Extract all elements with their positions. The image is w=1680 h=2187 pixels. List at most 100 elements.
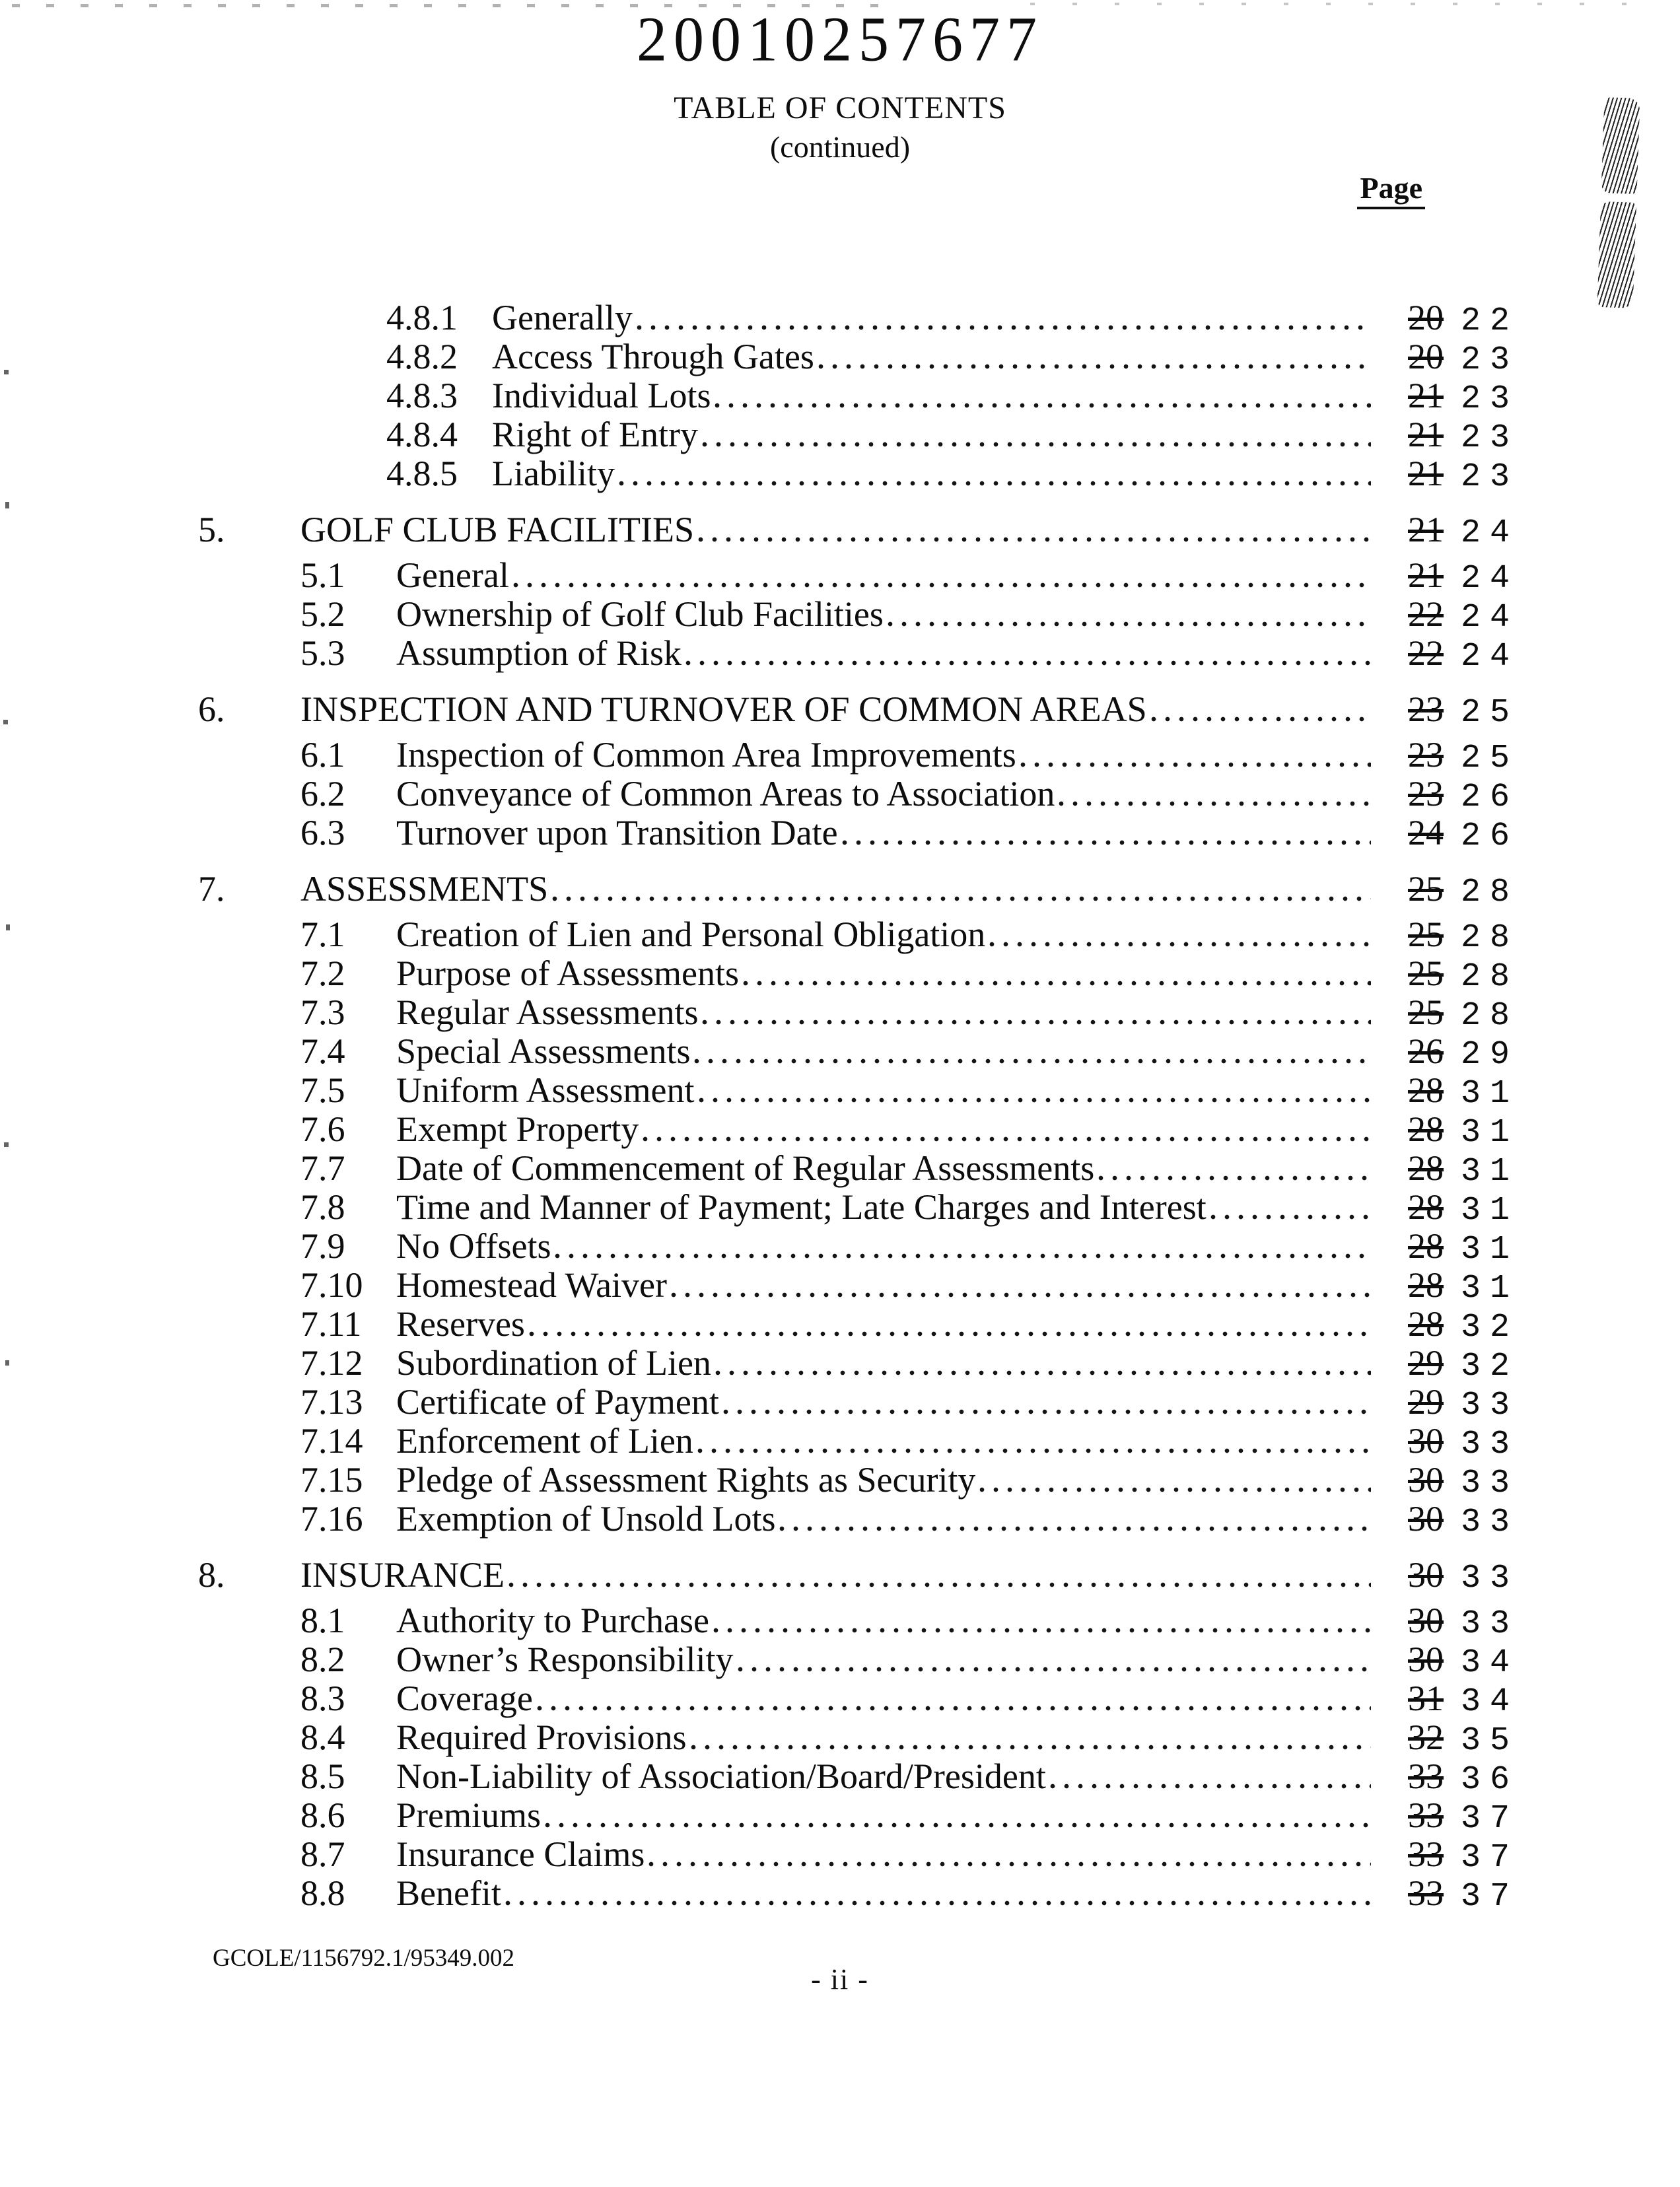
toc-old-page-number: 22 [1408, 594, 1444, 634]
toc-old-page-number: 30 [1408, 1421, 1444, 1461]
toc-entry-title: Ownership of Golf Club Facilities [396, 595, 884, 634]
toc-new-page-number: 28 [1461, 919, 1520, 957]
toc-old-page-number: 33 [1408, 1756, 1444, 1796]
scan-artifact-blob [1597, 201, 1637, 308]
toc-entry-title: Certificate of Payment [396, 1383, 719, 1422]
dot-leader [698, 536, 1371, 543]
toc-entry-title: Reserves [396, 1305, 525, 1344]
toc-entry: 4.8.3 Individual Lots 21 23 [198, 376, 1560, 419]
toc-entry-number: 6. [198, 689, 225, 729]
dot-leader [989, 940, 1371, 948]
toc-entry-title: Pledge of Assessment Rights as Security [396, 1461, 976, 1500]
toc-entry-number: 4.8.5 [386, 454, 458, 493]
toc-entry-title: Authority to Purchase [396, 1601, 709, 1640]
toc-entry-number: 7.16 [300, 1499, 363, 1539]
toc-entry-title: Inspection of Common Area Improvements [396, 736, 1016, 775]
dot-leader [512, 581, 1371, 589]
toc-entry: 7.15 Pledge of Assessment Rights as Secu… [198, 1461, 1560, 1503]
dot-leader [713, 1626, 1371, 1634]
toc-entry-number: 8.6 [300, 1795, 345, 1835]
toc-new-page-number: 31 [1461, 1231, 1520, 1268]
toc-old-page-number: 31 [1408, 1679, 1444, 1718]
toc-old-page-number: 21 [1408, 376, 1444, 415]
toc-old-page-number: 22 [1408, 633, 1444, 673]
toc-entry-title: Premiums [396, 1796, 542, 1835]
toc-old-page-number: 32 [1408, 1718, 1444, 1757]
dot-leader [743, 979, 1371, 987]
toc-entry-title: Exempt Property [396, 1110, 639, 1149]
toc-entry-number: 7.2 [300, 954, 345, 993]
toc-old-page-number: 28 [1408, 1304, 1444, 1344]
toc-entry: 6.1 Inspection of Common Area Improvemen… [198, 736, 1560, 778]
dot-leader [701, 440, 1371, 448]
toc-entry-title: INSURANCE [300, 1556, 505, 1595]
dot-leader [1020, 761, 1371, 769]
toc-new-page-number: 24 [1461, 560, 1520, 598]
toc-entry-title: Owner’s Responsibility [396, 1640, 734, 1679]
dot-leader [1059, 800, 1371, 808]
dot-leader [818, 363, 1371, 370]
toc-new-page-number: 31 [1461, 1153, 1520, 1191]
scan-artifact [1597, 97, 1640, 310]
toc-entry-title: No Offsets [396, 1227, 551, 1266]
toc-entry-title: Coverage [396, 1679, 533, 1718]
toc-old-page-number: 29 [1408, 1343, 1444, 1383]
toc-entry-number: 6.2 [300, 774, 345, 814]
toc-old-page-number: 30 [1408, 1601, 1444, 1640]
scan-speck [4, 1142, 9, 1147]
toc-old-page-number: 20 [1408, 337, 1444, 376]
dot-leader [779, 1525, 1371, 1533]
toc-old-page-number: 21 [1408, 415, 1444, 454]
toc-new-page-number: 25 [1461, 694, 1520, 732]
toc-entry: 7.8 Time and Manner of Payment; Late Cha… [198, 1187, 1560, 1230]
toc-entry-number: 7.1 [300, 915, 345, 954]
toc-entry-number: 8.1 [300, 1601, 345, 1640]
toc-old-page-number: 29 [1408, 1382, 1444, 1422]
toc-entry-title: GOLF CLUB FACILITIES [300, 510, 695, 549]
toc-old-page-number: 25 [1408, 915, 1444, 954]
toc-entry: 8. INSURANCE 30 33 [198, 1556, 1560, 1598]
toc-entry-title: Uniform Assessment [396, 1071, 695, 1110]
toc-old-page-number: 33 [1408, 1873, 1444, 1913]
toc-entry-number: 7. [198, 869, 225, 909]
toc-old-page-number: 25 [1408, 954, 1444, 993]
toc-entry: 7.2 Purpose of Assessments 25 28 [198, 954, 1560, 996]
toc-entry-number: 7.5 [300, 1070, 345, 1110]
toc-new-page-number: 35 [1461, 1722, 1520, 1760]
toc-entry: 7.13 Certificate of Payment 29 33 [198, 1382, 1560, 1425]
toc-new-page-number: 25 [1461, 740, 1520, 777]
toc-entry: 4.8.2 Access Through Gates 20 23 [198, 337, 1560, 380]
toc-new-page-number: 37 [1461, 1839, 1520, 1877]
toc-new-page-number: 24 [1461, 514, 1520, 552]
toc-entry: 8.8 Benefit 33 37 [198, 1873, 1560, 1916]
toc-new-page-number: 33 [1461, 1387, 1520, 1424]
toc-entry-title: Generally [492, 298, 633, 337]
toc-old-page-number: 25 [1408, 869, 1444, 909]
toc-entry: 7.9 No Offsets 28 31 [198, 1227, 1560, 1269]
toc-old-page-number: 23 [1408, 689, 1444, 729]
dot-leader [841, 839, 1371, 847]
toc-entry-title: ASSESSMENTS [300, 870, 549, 909]
toc-new-page-number: 31 [1461, 1075, 1520, 1113]
toc-entry: 8.2 Owner’s Responsibility 30 34 [198, 1640, 1560, 1683]
toc-old-page-number: 28 [1408, 1265, 1444, 1305]
toc-entry-number: 7.10 [300, 1265, 363, 1305]
toc-entry-title: Liability [492, 454, 615, 493]
toc-entry-title: Required Provisions [396, 1718, 687, 1757]
toc-entry-number: 7.14 [300, 1421, 363, 1461]
toc-entry-number: 7.12 [300, 1343, 363, 1383]
toc-entry: 7.4 Special Assessments 26 29 [198, 1032, 1560, 1074]
dot-leader [1049, 1782, 1371, 1790]
dot-leader [552, 895, 1371, 903]
toc-new-page-number: 32 [1461, 1348, 1520, 1385]
toc-entry: 7.16 Exemption of Unsold Lots 30 33 [198, 1499, 1560, 1542]
toc-old-page-number: 28 [1408, 1070, 1444, 1110]
toc-new-page-number: 23 [1461, 341, 1520, 379]
toc-entry: 8.5 Non-Liability of Association/Board/P… [198, 1756, 1560, 1799]
toc-old-page-number: 21 [1408, 510, 1444, 549]
toc-old-page-number: 28 [1408, 1148, 1444, 1188]
toc-entry-title: Date of Commencement of Regular Assessme… [396, 1149, 1095, 1188]
toc-entry: 7. ASSESSMENTS 25 28 [198, 869, 1560, 912]
toc-entry: 5. GOLF CLUB FACILITIES 21 24 [198, 510, 1560, 553]
toc-old-page-number: 28 [1408, 1187, 1444, 1227]
